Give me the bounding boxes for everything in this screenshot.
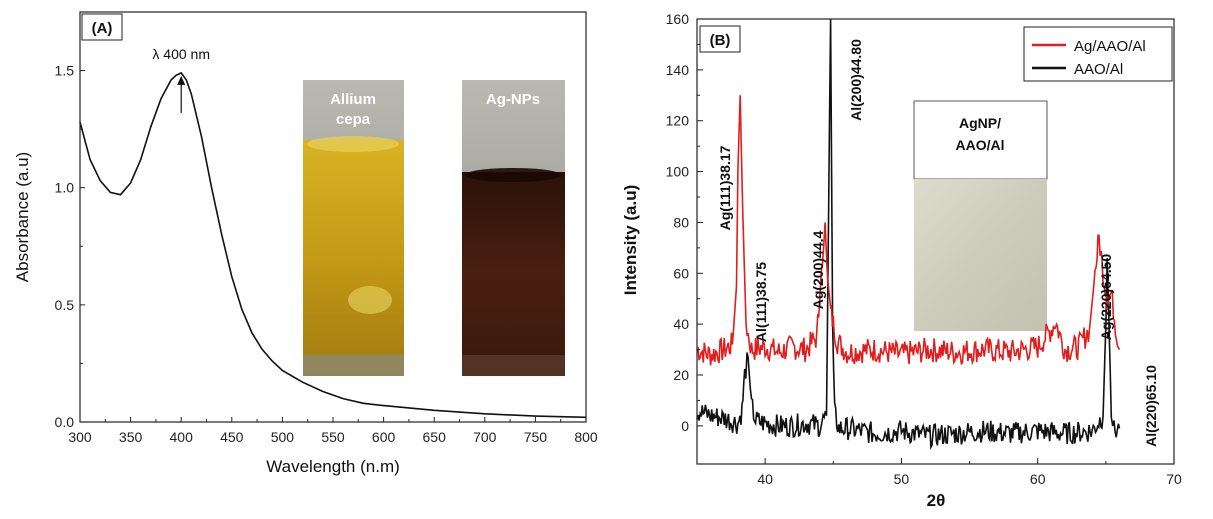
y-tick-label-b: 0 <box>681 418 689 434</box>
y-tick-label-b: 40 <box>673 316 689 332</box>
y-tick-label-b: 20 <box>673 367 689 383</box>
x-axis-b: 40 50 60 70 <box>696 458 1182 487</box>
y-tick-label-b: 60 <box>673 265 689 281</box>
x-tick-label-a: 450 <box>220 429 244 445</box>
xrd-curve-aao-al <box>696 18 1121 451</box>
panel-label-box-a <box>81 13 123 41</box>
x-axis-title-a: Wavelength (n.m) <box>266 457 400 476</box>
y-axis-a: 0.0 0.5 1.0 1.5 <box>55 11 85 430</box>
y-tick-label-a: 1.0 <box>55 180 75 196</box>
x-tick-label-a: 600 <box>372 429 396 445</box>
legend-label-red: Ag/AAO/Al <box>1074 38 1146 55</box>
photo-label-allium-line2: cepa <box>336 111 371 128</box>
y-tick-label-b: 80 <box>673 214 689 230</box>
peak-arrow <box>177 75 186 113</box>
legend-label-black: AAO/Al <box>1074 61 1123 78</box>
y-tick-label-b: 100 <box>666 164 690 180</box>
x-tick-label-a: 500 <box>271 429 295 445</box>
x-tick-label-a: 800 <box>574 429 598 445</box>
y-tick-label-a: 0.0 <box>55 414 75 430</box>
anno-al200: Al(200)44.80 <box>848 39 864 121</box>
y-axis-b: 0 20 40 60 80 100 120 140 160 <box>666 11 703 434</box>
legend-b: Ag/AAO/Al AAO/Al <box>1023 26 1173 82</box>
y-tick-label-b: 140 <box>666 62 690 78</box>
y-tick-label-b: 120 <box>666 113 690 129</box>
anno-al220: Al(220)65.10 <box>1143 365 1159 447</box>
y-tick-label-a: 1.5 <box>55 63 75 79</box>
x-tick-label-a: 700 <box>473 429 497 445</box>
y-axis-title-b: Intensity (a.u) <box>621 185 640 296</box>
photo-label-agnp-line2: AAO/Al <box>956 137 1005 153</box>
panel-label-b: (B) <box>710 32 731 49</box>
x-tick-label-b: 60 <box>1030 471 1046 487</box>
panel-a: Allium cepa Ag-NPs λ 400 nm (A) 300 350 40… <box>13 11 598 476</box>
anno-ag111: Ag(111)38.17 <box>717 145 733 230</box>
photo-label-agnp-line1: AgNP/ <box>959 115 1001 131</box>
plot-frame-b <box>696 18 1175 465</box>
y-tick-label-a: 0.5 <box>55 297 75 313</box>
photo-allium-cepa: Allium cepa <box>303 80 404 376</box>
x-tick-label-b: 70 <box>1166 471 1182 487</box>
x-axis-a: 300 350 400 450 500 550 600 650 700 750 800 <box>68 417 598 445</box>
x-axis-title-b: 2θ <box>927 491 946 510</box>
panel-b: AgNP/ AAO/Al (B) Ag/AAO/Al AAO/Al Ag(111… <box>621 11 1182 510</box>
photo-label-allium-line1: Allium <box>330 91 376 108</box>
anno-al111: Al(111)38.75 <box>753 262 769 342</box>
panel-label-box-b <box>699 25 741 53</box>
absorbance-curve <box>79 71 587 419</box>
x-tick-label-a: 550 <box>321 429 345 445</box>
x-tick-label-a: 350 <box>119 429 143 445</box>
photo-agnp-aao-al: AgNP/ AAO/Al <box>913 100 1048 331</box>
xrd-curve-ag-aao-al <box>696 95 1121 366</box>
x-tick-label-b: 40 <box>757 471 773 487</box>
panel-label-a: (A) <box>92 20 113 37</box>
x-tick-label-a: 650 <box>423 429 447 445</box>
peak-annotation: λ 400 nm <box>152 46 210 62</box>
anno-ag220: Ag(220)64.50 <box>1098 254 1114 341</box>
photo-ag-nps: Ag-NPs <box>462 80 565 376</box>
anno-ag200: Ag(200)44.4 <box>810 230 826 309</box>
y-axis-title-a: Absorbance (a.u) <box>13 152 32 282</box>
photo-label-agnps: Ag-NPs <box>486 91 540 108</box>
x-tick-label-a: 300 <box>68 429 92 445</box>
x-tick-label-a: 750 <box>524 429 548 445</box>
y-tick-label-b: 160 <box>666 11 690 27</box>
x-tick-label-a: 400 <box>170 429 194 445</box>
x-tick-label-b: 50 <box>894 471 910 487</box>
